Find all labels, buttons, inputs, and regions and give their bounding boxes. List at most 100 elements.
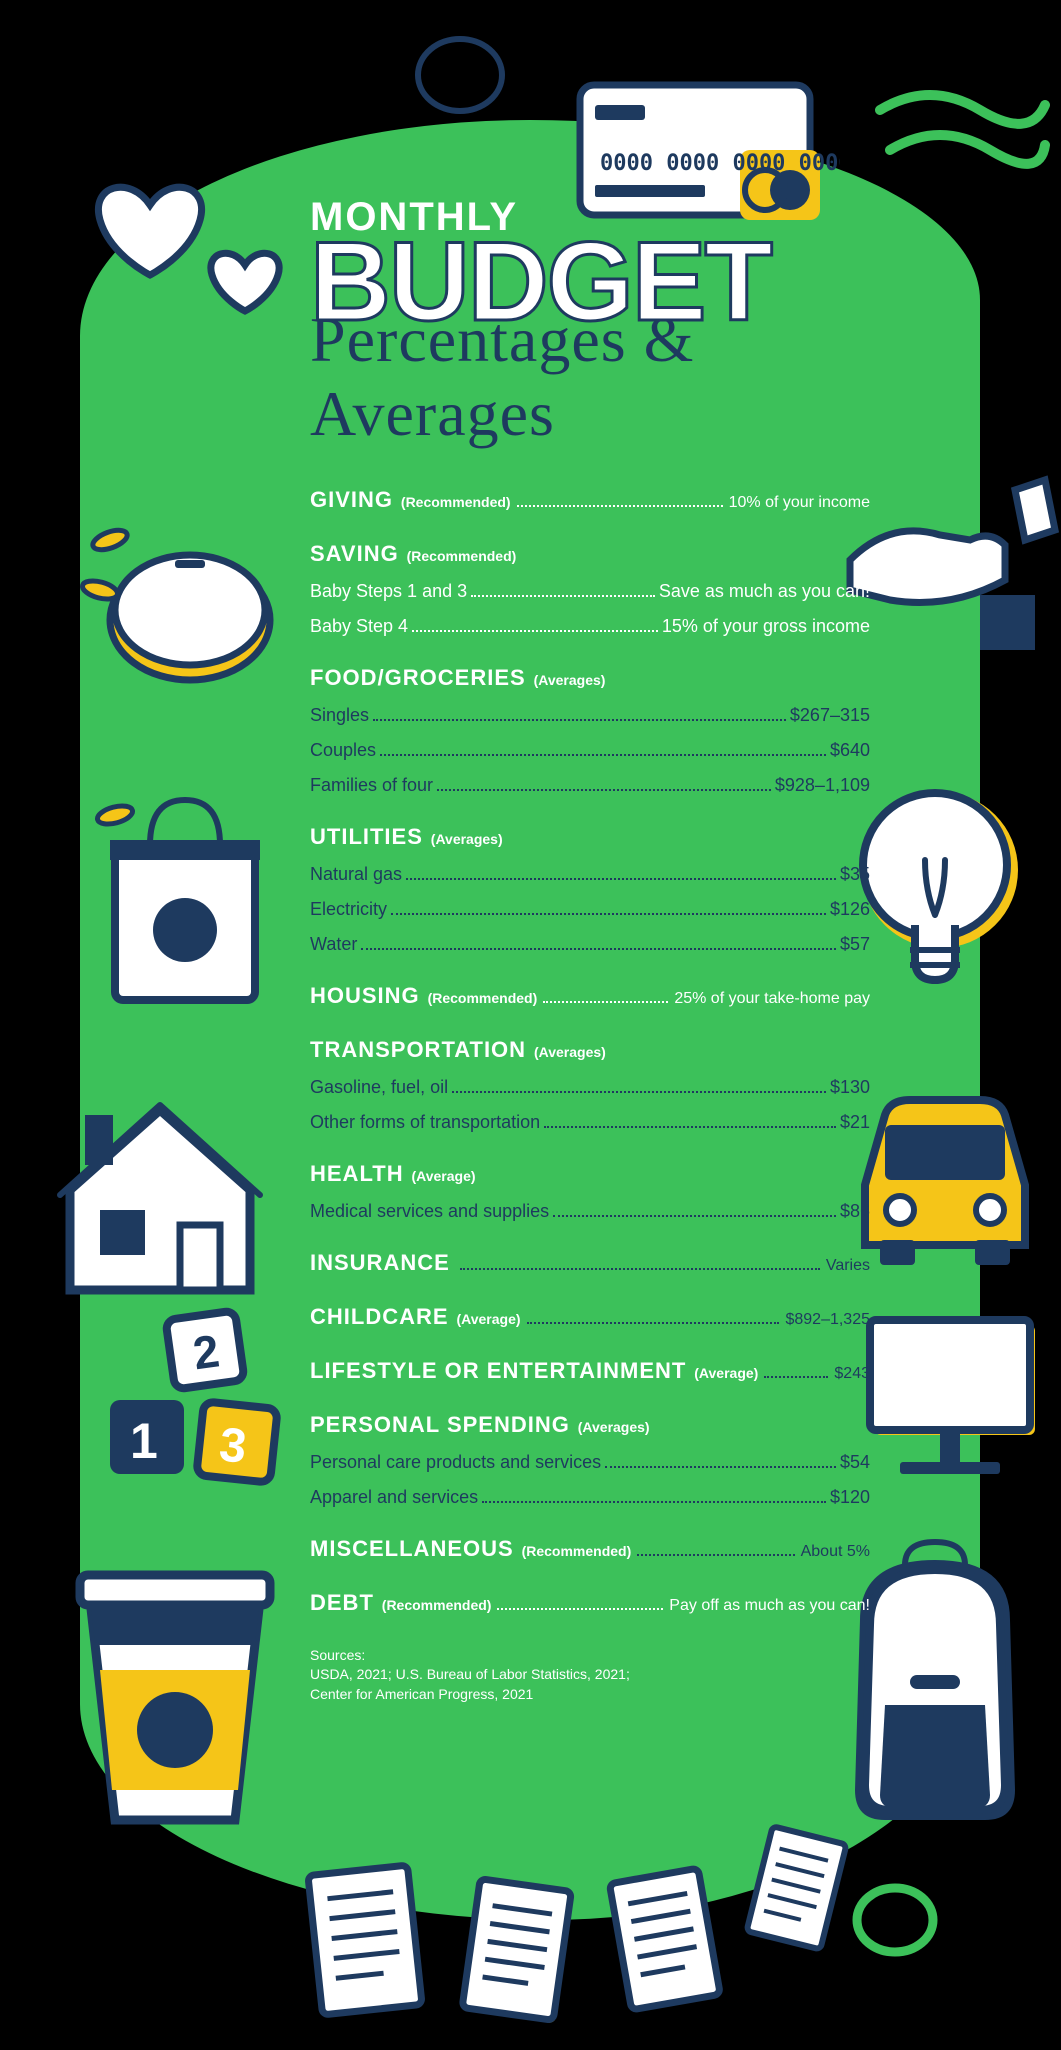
leader-dots (437, 789, 771, 791)
item-label: Baby Step 4 (310, 616, 408, 637)
leader-dots (406, 878, 836, 880)
section-header: TRANSPORTATION (Averages) (310, 1037, 870, 1063)
section: INSURANCE Varies (310, 1250, 870, 1276)
section: HOUSING (Recommended)25% of your take-ho… (310, 983, 870, 1009)
section: FOOD/GROCERIES (Averages) Singles $267–315… (310, 665, 870, 796)
section-header: SAVING (Recommended) (310, 541, 870, 567)
item-label: Natural gas (310, 864, 402, 885)
leader-dots (553, 1215, 836, 1217)
section: SAVING (Recommended) Baby Steps 1 and 3Sa… (310, 541, 870, 637)
item-label: Water (310, 934, 357, 955)
line-item: Couples $640 (310, 740, 870, 761)
receipt-icon (290, 1850, 440, 2045)
section-header: FOOD/GROCERIES (Averages) (310, 665, 870, 691)
section-title: SAVING (310, 541, 399, 566)
receipt-icon (450, 1870, 590, 2050)
item-label: Other forms of transportation (310, 1112, 540, 1133)
leader-dots (605, 1466, 836, 1468)
line-item: Baby Step 4 15% of your gross income (310, 616, 870, 637)
section-header: CHILDCARE (Average)$892–1,325 (310, 1304, 870, 1330)
line-item: Families of four$928–1,109 (310, 775, 870, 796)
section-inline-value: 10% of your income (729, 494, 870, 512)
monitor-icon (850, 1300, 1060, 1505)
item-value: $120 (830, 1487, 870, 1508)
section-inline-value: $243 (834, 1365, 870, 1383)
svg-text:3: 3 (217, 1418, 249, 1474)
section-inline-value: Pay off as much as you can! (669, 1597, 870, 1615)
leader-dots (497, 1608, 663, 1610)
line-item: Medical services and supplies $86 (310, 1201, 870, 1222)
receipt-icon (740, 1820, 855, 1970)
line-item: Personal care products and services$54 (310, 1452, 870, 1473)
section-title: GIVING (310, 487, 393, 512)
section: PERSONAL SPENDING (Averages) Personal car… (310, 1412, 870, 1508)
line-item: Apparel and services$120 (310, 1487, 870, 1508)
item-label: Electricity (310, 899, 387, 920)
section-inline-value: About 5% (801, 1543, 870, 1561)
number-blocks-icon: 2 1 3 (85, 1300, 295, 1515)
section-note: (Averages) (530, 1044, 606, 1060)
receipt-icon (600, 1860, 735, 2035)
line-item: Other forms of transportation$21 (310, 1112, 870, 1133)
sources: Sources: USDA, 2021; U.S. Bureau of Labo… (310, 1646, 870, 1705)
leader-dots (380, 754, 826, 756)
section: TRANSPORTATION (Averages) Gasoline, fuel,… (310, 1037, 870, 1133)
section-note: (Averages) (530, 672, 606, 688)
section-title: HEALTH (310, 1161, 404, 1186)
section-note: (Average) (690, 1365, 758, 1381)
title-script: Percentages & Averages (310, 303, 870, 451)
section: LIFESTYLE OR ENTERTAINMENT (Average)$243 (310, 1358, 870, 1384)
item-label: Medical services and supplies (310, 1201, 549, 1222)
item-value: $267–315 (790, 705, 870, 726)
circle-scribble-icon (400, 20, 520, 135)
section-note: (Averages) (574, 1419, 650, 1435)
section-note: (Recommended) (518, 1543, 632, 1559)
item-label: Couples (310, 740, 376, 761)
svg-text:1: 1 (130, 1413, 158, 1469)
section-note: (Recommended) (378, 1597, 492, 1613)
item-label: Families of four (310, 775, 433, 796)
section-title: PERSONAL SPENDING (310, 1412, 570, 1437)
line-item: Water $57 (310, 934, 870, 955)
section-note: (Averages) (427, 831, 503, 847)
item-value: $57 (840, 934, 870, 955)
leader-dots (452, 1091, 826, 1093)
line-item: Gasoline, fuel, oil $130 (310, 1077, 870, 1098)
section-title: TRANSPORTATION (310, 1037, 526, 1062)
section: DEBT (Recommended) Pay off as much as you… (310, 1590, 870, 1616)
item-label: Personal care products and services (310, 1452, 601, 1473)
section-header: PERSONAL SPENDING (Averages) (310, 1412, 870, 1438)
section-note: (Average) (453, 1311, 521, 1327)
leader-dots (527, 1322, 780, 1324)
section-header: HEALTH (Average) (310, 1161, 870, 1187)
item-value: $640 (830, 740, 870, 761)
leader-dots (460, 1268, 820, 1270)
coffee-cup-icon (50, 1530, 300, 1845)
section-header: DEBT (Recommended) Pay off as much as you… (310, 1590, 870, 1616)
item-value: 15% of your gross income (662, 616, 870, 637)
item-label: Singles (310, 705, 369, 726)
item-value: $86 (840, 1201, 870, 1222)
leader-dots (517, 505, 723, 507)
leader-dots (543, 1001, 668, 1003)
section-title: UTILITIES (310, 824, 423, 849)
section-note: (Recommended) (424, 990, 538, 1006)
section: MISCELLANEOUS (Recommended) About 5% (310, 1536, 870, 1562)
piggy-bank-icon (70, 490, 290, 715)
section-note: (Recommended) (397, 494, 511, 510)
svg-text:0000 0000 0000 0000: 0000 0000 0000 0000 (600, 151, 840, 176)
item-value: $130 (830, 1077, 870, 1098)
leader-dots (764, 1376, 828, 1378)
leader-dots (361, 948, 836, 950)
section-title: FOOD/GROCERIES (310, 665, 526, 690)
section-title: INSURANCE (310, 1250, 450, 1275)
sources-text: USDA, 2021; U.S. Bureau of Labor Statist… (310, 1665, 870, 1704)
line-item: Singles $267–315 (310, 705, 870, 726)
section-title: DEBT (310, 1590, 374, 1615)
wave-lines-icon (870, 80, 1050, 205)
item-value: $126 (830, 899, 870, 920)
section-header: INSURANCE Varies (310, 1250, 870, 1276)
item-label: Gasoline, fuel, oil (310, 1077, 448, 1098)
line-item: Baby Steps 1 and 3Save as much as you ca… (310, 581, 870, 602)
section-title: MISCELLANEOUS (310, 1536, 514, 1561)
